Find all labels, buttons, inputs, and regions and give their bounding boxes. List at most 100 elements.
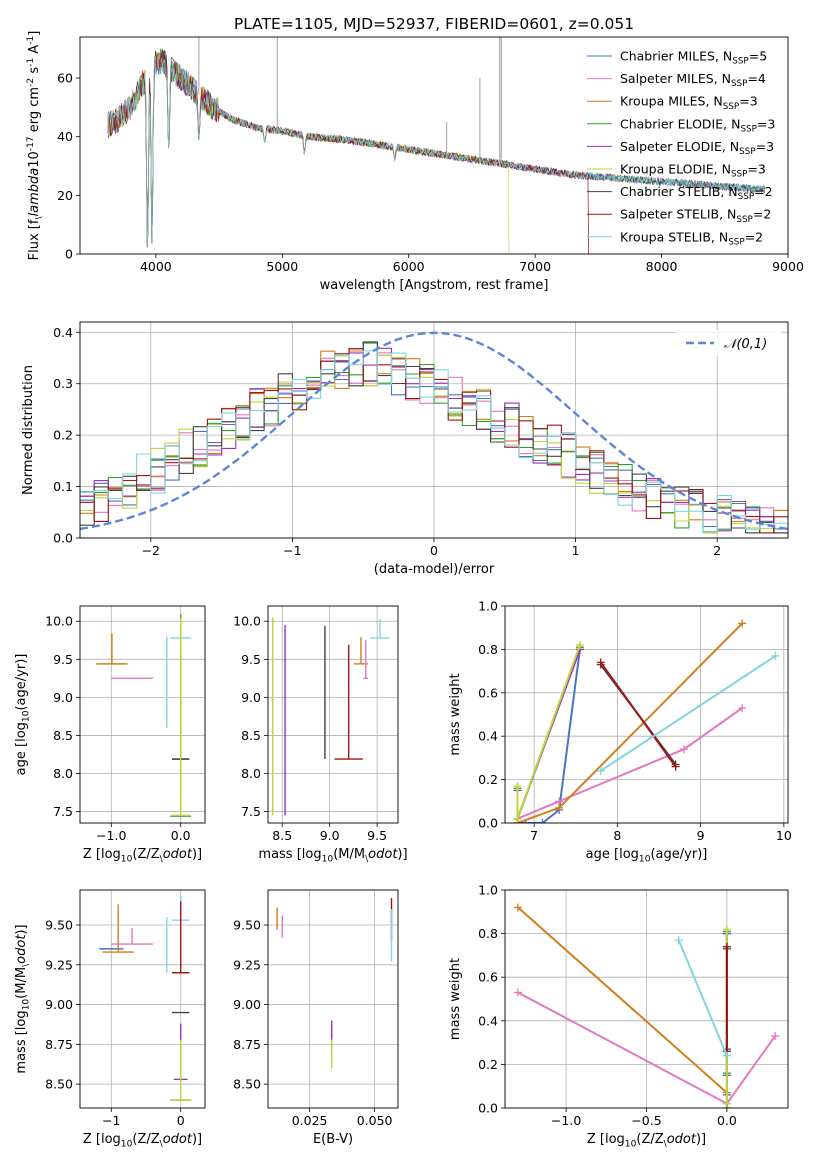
x-tick-label: −0.5 — [631, 1113, 661, 1128]
legend-entry: Salpeter STELIB, NSSP​=2 — [620, 207, 771, 225]
y-tick-label: 0.4 — [478, 1013, 498, 1028]
y-tick-label: 0.4 — [478, 729, 498, 744]
axes-frame — [79, 605, 206, 824]
legend-entry: Chabrier STELIB, NSSP​=2 — [620, 184, 773, 202]
panel-age-vs-Z: −1.0 0.0 7.5 8.0 8.5 9.0 9.5 10.0 Z [log10​(Z/Z\… — [14, 605, 206, 864]
series-salpeter-stelib — [722, 942, 731, 1056]
y-tick-label: 7.5 — [53, 804, 73, 819]
errorbar-kroupa-miles — [96, 633, 128, 665]
y-tick-label: 8.0 — [53, 766, 73, 781]
legend: Chabrier MILES, NSSP​=5 Salpeter MILES, N… — [587, 49, 775, 247]
x-tick-label: 8.5 — [272, 828, 292, 843]
series-salpeter-miles — [513, 703, 747, 823]
spectrum-salpeter-stelib — [107, 50, 589, 254]
errorbar-kroupa-miles — [102, 904, 134, 953]
x-axis-label: (data-model)/error — [374, 562, 495, 577]
legend-entry: Kroupa ELODIE, NSSP​=3 — [620, 162, 766, 180]
y-tick-label: 9.5 — [241, 652, 261, 667]
axes-frame — [267, 889, 399, 1109]
legend: 𝒩(0,1) — [676, 330, 781, 356]
series-kroupa-stelib — [596, 651, 780, 775]
panel-age-vs-mass: 8.5 9.0 9.5 7.5 8.0 8.5 9.0 9.5 10.0 mass [log10​… — [233, 605, 408, 864]
axes-frame — [79, 889, 206, 1109]
y-tick-label: 0.0 — [478, 1101, 498, 1116]
errorbar-salpeter-stelib — [172, 901, 190, 974]
y-tick-label: 10.0 — [45, 614, 73, 629]
y-tick-label: 8.5 — [241, 728, 261, 743]
x-tick-label: 7 — [530, 828, 538, 843]
y-tick-label: 60 — [57, 71, 73, 86]
y-axis-label: Flux [f\​lambda10-17​ erg cm-2​ s-1​ A-1… — [26, 31, 44, 261]
errorbar-salpeter-miles — [111, 928, 153, 945]
panel-residuals: −2 −1 0 1 2 0.0 0.1 0.2 0.3 0.4 (data-model)/error… — [21, 321, 789, 577]
x-tick-label: 0.025 — [292, 1113, 328, 1128]
plot-area — [513, 903, 780, 1108]
series-kroupa-miles — [513, 619, 747, 823]
plot-area — [96, 614, 192, 817]
x-tick-label: 5000 — [266, 259, 298, 274]
y-tick-label: 0.8 — [478, 642, 498, 657]
plot-area — [276, 897, 393, 1069]
y-tick-label: 9.5 — [53, 652, 73, 667]
y-tick-label: 0.6 — [478, 685, 498, 700]
y-tick-label: 9.0 — [53, 690, 73, 705]
errorbar-salpeter-stelib — [334, 644, 363, 760]
plot-area — [272, 617, 390, 816]
x-tick-label: 2 — [713, 543, 721, 558]
spectrum-kroupa-stelib — [107, 53, 766, 248]
series-line — [517, 906, 728, 1094]
series-line — [599, 661, 677, 768]
x-tick-label: −1.0 — [96, 828, 126, 843]
y-tick-label: 9.50 — [233, 918, 261, 933]
panel-mass-vs-Z: −1 0 8.50 8.75 9.00 9.25 9.50 Z [log10​(Z/Z\​od… — [14, 889, 206, 1149]
plot-area — [80, 331, 788, 534]
y-tick-label: 0.2 — [478, 772, 498, 787]
x-tick-label: 9.5 — [367, 828, 387, 843]
x-tick-label: −1.0 — [551, 1113, 581, 1128]
y-tick-label: 9.50 — [45, 918, 73, 933]
y-tick-label: 0.0 — [53, 531, 73, 546]
legend-entry: Salpeter ELODIE, NSSP​=3 — [620, 139, 774, 157]
series-line — [516, 644, 581, 820]
axes-frame — [79, 321, 789, 539]
y-tick-label: 9.25 — [233, 957, 261, 972]
y-tick-label: 8.5 — [53, 728, 73, 743]
legend-entry: Kroupa MILES, NSSP​=3 — [620, 94, 758, 112]
legend-entry: Salpeter MILES, NSSP​=4 — [620, 71, 766, 89]
y-tick-label: 8.50 — [233, 1077, 261, 1092]
x-axis-label: age [log10​(age/yr)] — [586, 847, 708, 864]
y-axis-label: mass weight — [448, 673, 463, 755]
y-tick-label: 20 — [57, 188, 73, 203]
x-tick-label: 1 — [572, 543, 580, 558]
y-tick-label: 0.0 — [478, 816, 498, 831]
series-kroupa-miles — [513, 903, 731, 1097]
errorbar-kroupa-stelib — [370, 618, 390, 639]
x-tick-label: 0 — [177, 1113, 185, 1128]
x-tick-label: 7000 — [519, 259, 551, 274]
legend-entry: Chabrier MILES, NSSP​=5 — [620, 49, 767, 67]
x-tick-label: 10 — [776, 828, 792, 843]
legend-entry: Chabrier ELODIE, NSSP​=3 — [620, 116, 775, 134]
y-tick-label: 0.6 — [478, 970, 498, 985]
y-tick-label: 0 — [65, 247, 73, 262]
y-tick-label: 40 — [57, 129, 73, 144]
x-axis-label: mass [log10​(M/M\​odot)] — [258, 847, 407, 864]
plot-area — [513, 619, 780, 823]
y-tick-label: 9.00 — [45, 997, 73, 1012]
errorbar-kroupa-elodie — [170, 1039, 192, 1101]
x-tick-label: 4000 — [140, 259, 172, 274]
y-tick-label: 1.0 — [478, 599, 498, 614]
x-tick-label: 0.0 — [171, 828, 191, 843]
plot-area — [107, 37, 766, 254]
y-tick-label: 0.2 — [53, 428, 73, 443]
y-tick-label: 10.0 — [233, 614, 261, 629]
x-tick-label: 0.050 — [357, 1113, 393, 1128]
y-tick-label: 1.0 — [478, 883, 498, 898]
panel-mass-weight-vs-Z: −1.0 −0.5 0.0 0.0 0.2 0.4 0.6 0.8 1.0 Z [log10​(Z… — [448, 883, 789, 1149]
x-axis-label: Z [log10​(Z/Z\​odot)] — [587, 1132, 706, 1149]
x-tick-label: 0.0 — [717, 1113, 737, 1128]
y-tick-label: 0.3 — [53, 376, 73, 391]
x-tick-label: −1 — [283, 543, 301, 558]
axes-frame — [267, 605, 399, 824]
